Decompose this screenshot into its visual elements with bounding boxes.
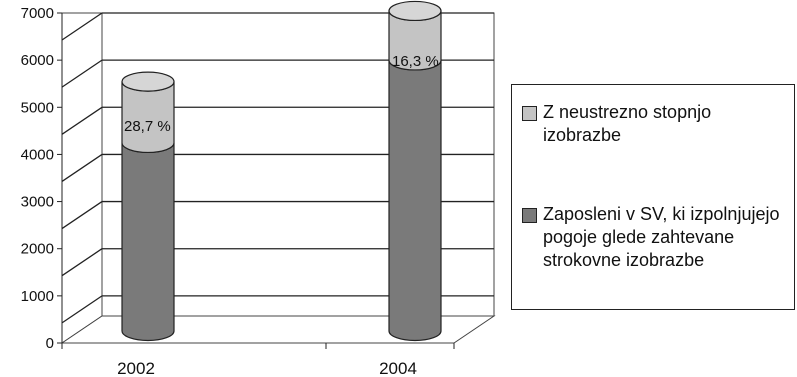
legend-swatch-dark xyxy=(522,208,537,223)
legend-item-z-neustrezno: Z neustrezno stopnjo izobrazbe xyxy=(522,101,790,147)
data-label-2004: 16,3 % xyxy=(392,53,439,70)
data-label-2002: 28,7 % xyxy=(124,118,171,135)
gridline-side xyxy=(61,153,103,182)
gridline-side xyxy=(61,106,103,135)
legend-swatch-light xyxy=(522,106,537,121)
gridline-side xyxy=(61,295,103,324)
gridline-side xyxy=(61,201,103,230)
bar-lower-2002 xyxy=(121,142,175,342)
x-category-2004: 2004 xyxy=(379,359,417,377)
bars: 28,7 % 16,3 % xyxy=(121,0,442,342)
y-tick-label: 6000 xyxy=(21,52,54,69)
gridline-side xyxy=(61,248,103,277)
x-category-2002: 2002 xyxy=(117,359,155,377)
y-axis-ticks: 0 1000 2000 3000 4000 5000 6000 7000 xyxy=(21,5,455,352)
legend: Z neustrezno stopnjo izobrazbe Zaposleni… xyxy=(511,84,795,310)
bar-top-2004 xyxy=(388,0,442,22)
gridline-side xyxy=(61,12,103,41)
bar-top-2002 xyxy=(121,71,175,92)
legend-item-zaposleni: Zaposleni v SV, ki izpolnjujejo pogoje g… xyxy=(522,203,790,272)
bar-lower-2004 xyxy=(388,60,442,342)
y-tick-label: 2000 xyxy=(21,241,54,258)
y-tick-label: 4000 xyxy=(21,146,54,163)
legend-label-zaposleni: Zaposleni v SV, ki izpolnjujejo pogoje g… xyxy=(543,204,780,270)
y-tick-label: 5000 xyxy=(21,99,54,116)
y-tick-label: 1000 xyxy=(21,288,54,305)
x-axis-categories: 2002 2004 xyxy=(117,359,417,377)
y-tick-label: 0 xyxy=(46,335,54,352)
y-tick-label: 3000 xyxy=(21,194,54,211)
legend-label-z-neustrezno: Z neustrezno stopnjo izobrazbe xyxy=(543,102,712,145)
y-tick-label: 7000 xyxy=(21,5,54,22)
gridline-side xyxy=(61,59,103,88)
